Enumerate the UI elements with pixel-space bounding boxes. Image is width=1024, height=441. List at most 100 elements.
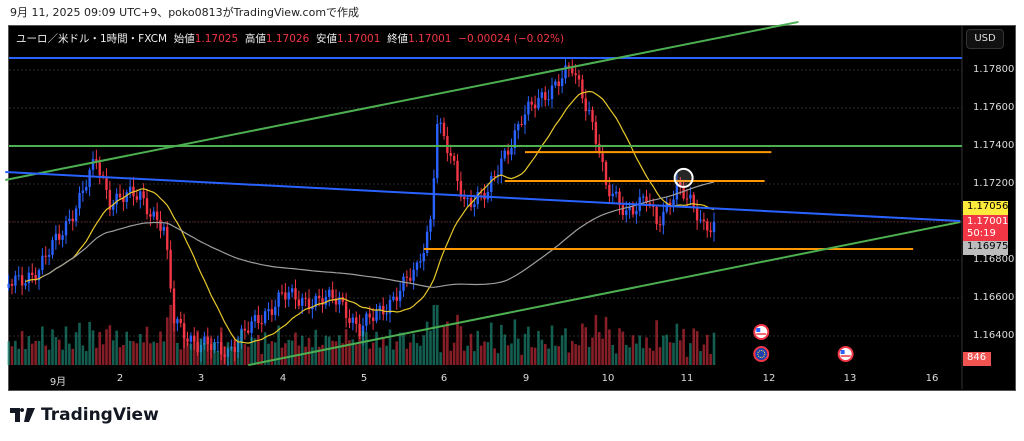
volume-bar [638, 335, 642, 365]
volume-bar [587, 346, 591, 365]
volume-bar [250, 337, 253, 365]
volume-bar [71, 348, 75, 365]
volume-bar [614, 353, 618, 365]
candle-body [695, 206, 699, 221]
candle-body [422, 253, 425, 262]
volume-bar [155, 342, 159, 365]
trendline [5, 171, 961, 223]
candle-body [378, 305, 382, 311]
volume-bar [483, 341, 486, 365]
ma-slow-price-tag: 1.16975 [963, 241, 1008, 255]
candle-body [27, 272, 31, 284]
candle-body [668, 202, 672, 206]
time-tick: 12 [762, 373, 776, 384]
volume-bar [496, 353, 500, 365]
candle-body [152, 211, 155, 217]
candle-body [628, 206, 631, 211]
volume-bar [462, 350, 466, 365]
candle-body [105, 177, 108, 190]
candle-body [301, 297, 304, 306]
volume-bar [334, 341, 338, 365]
volume-bar [341, 343, 345, 365]
volume-bar [489, 322, 493, 365]
candle-body [466, 197, 469, 200]
time-tick: 16 [925, 373, 939, 384]
chart-panel[interactable] [8, 25, 1016, 391]
volume-bar [594, 314, 598, 365]
time-tick: 11 [680, 373, 694, 384]
volume-bar [230, 346, 233, 365]
volume-bar [14, 340, 17, 365]
tradingview-logo: TradingView [10, 405, 159, 425]
candle-body [44, 255, 47, 257]
candle-body [34, 275, 37, 281]
volume-bar [226, 342, 230, 365]
trendline [248, 221, 961, 367]
candle-body [331, 289, 334, 299]
eu-flag-stars [757, 350, 766, 358]
volume-bar [44, 345, 48, 365]
candle-body [368, 313, 371, 318]
volume-bar [560, 335, 564, 365]
candle-body [419, 261, 422, 263]
candle-body [577, 75, 581, 80]
currency-button[interactable]: USD [966, 29, 1004, 49]
time-tick: 9 [522, 373, 530, 384]
volume-bar [621, 331, 625, 365]
volume-bar [371, 342, 375, 365]
time-tick: 4 [279, 373, 287, 384]
volume-bar [267, 343, 270, 365]
candle-body [513, 130, 517, 149]
time-tick: 10 [601, 373, 615, 384]
volume-bar [530, 347, 534, 365]
candle-body [618, 191, 621, 206]
candle-body [388, 299, 392, 314]
volume-bar [513, 319, 517, 365]
volume-bar [34, 340, 37, 365]
candle-body [135, 196, 139, 200]
candle-body [294, 288, 297, 300]
time-tick: 3 [197, 373, 205, 384]
candle-body [317, 295, 321, 299]
chart-caption: 9月 11, 2025 09:09 UTC+9、poko0813がTrading… [10, 6, 360, 19]
volume-bar [192, 341, 196, 365]
volume-bar [506, 345, 510, 365]
volume-bar [510, 343, 513, 365]
volume-bar [196, 330, 199, 365]
candle-body [118, 193, 122, 198]
volume-bar [189, 343, 193, 365]
candle-body [169, 249, 172, 289]
candle-body [574, 73, 577, 76]
last-price-tag: 1.17001 50:19 [963, 215, 1008, 241]
candle-body [155, 211, 159, 220]
volume-bar [523, 333, 527, 365]
volume-bar [540, 339, 544, 365]
volume-bar [442, 326, 446, 365]
candle-body [584, 98, 587, 112]
candle-body [398, 290, 402, 301]
volume-bar [199, 338, 203, 365]
volume-bar [557, 346, 561, 365]
candle-body [412, 269, 415, 281]
candle-body [338, 297, 341, 305]
candle-body [611, 193, 614, 197]
volume-bar [378, 347, 382, 365]
volume-bar [439, 352, 442, 365]
volume-bar [182, 324, 186, 365]
candle-body [334, 298, 338, 305]
candle-body [594, 121, 598, 144]
volume-bar [591, 337, 594, 365]
volume-bar [368, 348, 372, 365]
us-flag-canton [756, 328, 761, 332]
high-value: 1.17026 [265, 33, 310, 45]
volume-bar [91, 330, 95, 365]
candle-body [506, 150, 510, 155]
volume-bar [179, 349, 183, 365]
candle-body [557, 81, 560, 87]
close-label: 終値 [387, 33, 409, 45]
time-tick: 5 [360, 373, 368, 384]
candle-body [452, 155, 456, 161]
candle-body [490, 176, 493, 192]
candle-body [385, 313, 388, 315]
